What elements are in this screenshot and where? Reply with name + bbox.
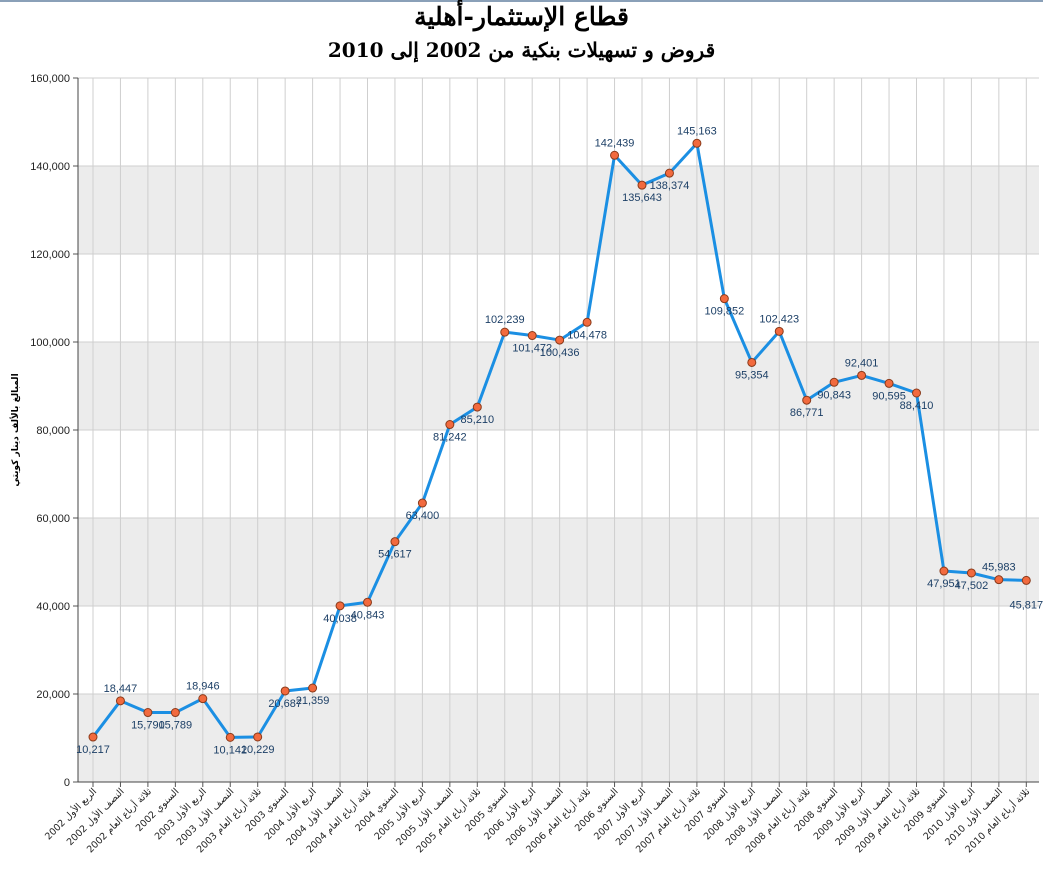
grid-band [78,694,1039,782]
y-tick-label: 40,000 [36,601,70,613]
data-label: 54,617 [378,549,412,561]
data-point [939,566,949,576]
data-point [719,294,729,304]
data-point [390,537,400,547]
data-label: 135,643 [622,192,662,204]
data-point [829,377,839,387]
y-tick-labels: 0 20,000 40,000 60,000 80,000 100,000 120,000 1… [30,73,70,789]
chart-subtitle: قروض و تسهيلات بنكية من 2002 إلى 2010 [327,38,716,62]
data-label: 47,502 [955,580,989,592]
data-point [115,696,125,706]
chart-title: قطاع الإستثمار-أهلية [414,2,629,31]
data-label: 101,472 [512,343,552,355]
data-point [664,168,674,178]
series-markers [88,138,1031,742]
data-label: 63,400 [406,510,440,522]
data-label: 15,789 [159,720,193,732]
data-label: 90,595 [872,390,906,402]
y-tick-label: 20,000 [36,689,70,701]
data-label: 100,436 [540,347,580,359]
data-point [912,388,921,398]
data-point [692,138,702,148]
data-point [308,683,318,693]
data-label: 21,359 [296,695,330,707]
data-point [966,568,976,578]
data-point [280,686,290,696]
data-label: 10,217 [76,744,110,756]
data-label: 47,951 [927,578,961,590]
y-tick-label: 140,000 [30,161,70,173]
y-tick-label: 120,000 [30,249,70,261]
data-label: 85,210 [460,414,494,426]
data-point [857,370,867,380]
data-point [802,395,812,405]
data-label: 45,983 [982,562,1016,574]
data-point [363,597,372,607]
data-point [472,402,482,412]
data-point [994,575,1004,585]
data-label: 10,229 [241,744,275,756]
y-tick-label: 0 [64,777,70,789]
data-label: 18,946 [186,681,220,693]
data-point [774,326,784,336]
data-label: 40,843 [351,609,385,621]
data-label: 104,478 [567,329,607,341]
data-label: 92,401 [845,357,879,369]
y-tick-label: 100,000 [30,337,70,349]
grid-band [78,518,1039,606]
data-label: 20,687 [268,698,302,710]
data-label: 145,163 [677,125,717,137]
data-point [527,331,537,341]
y-tick-label: 160,000 [30,73,70,85]
data-point [225,732,235,742]
background-bands [78,166,1039,782]
grid-band [78,166,1039,254]
data-label: 90,843 [817,389,851,401]
grid-band [78,342,1039,430]
data-label: 81,242 [433,432,467,444]
data-point [747,357,757,367]
data-point [637,180,647,190]
data-label: 138,374 [650,180,690,192]
data-point [610,150,620,160]
data-point [143,708,153,718]
data-label: 40,038 [323,613,357,625]
data-label: 86,771 [790,407,824,419]
data-label: 109,852 [704,306,744,318]
data-label: 18,447 [104,683,138,695]
data-point [582,317,592,327]
data-label: 10,142 [213,744,247,756]
data-label: 45,817 [1009,599,1043,611]
axes [77,78,1039,783]
data-point [445,420,455,430]
data-label: 15,790 [131,720,165,732]
data-point [555,335,565,345]
data-point [88,732,98,742]
data-point [335,601,345,611]
data-label: 102,239 [485,314,525,326]
data-label: 88,410 [900,400,934,412]
data-point [417,498,427,508]
data-label: 142,439 [595,137,635,149]
data-point [170,708,180,718]
data-point [884,378,894,388]
data-point [1021,575,1031,585]
data-point [198,694,208,704]
horizontal-gridlines [73,77,1039,783]
top-border [0,0,1043,2]
data-label: 102,423 [759,313,799,325]
data-point [253,732,263,742]
y-tick-label: 60,000 [36,513,70,525]
data-label: 95,354 [735,369,769,381]
data-point [500,327,510,337]
y-tick-label: 80,000 [36,425,70,437]
